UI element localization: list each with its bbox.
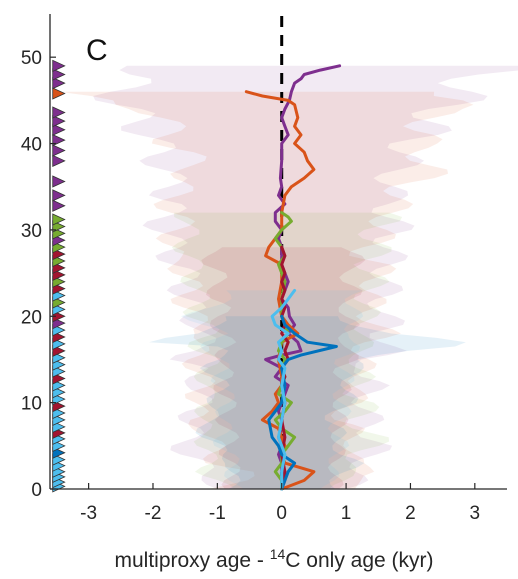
x-tick-label: 0 [276,503,287,524]
x-axis-label-suffix: C only age (kyr) [285,549,433,572]
age-control-marker [52,76,66,90]
series-line [267,314,338,491]
age-control-marker [52,123,66,136]
series-line [280,245,290,491]
age-control-marker [52,114,66,128]
y-tick-label: 40 [21,135,42,156]
y-tick-label: 20 [21,307,42,328]
age-control-marker [52,106,66,119]
uncertainty-bands [58,65,518,489]
age-control-marker [52,133,66,147]
x-tick-label: -1 [209,503,226,524]
y-tick-label: 50 [21,48,42,69]
age-control-marker [52,154,66,167]
x-axis-label: multiproxy age - 14C only age (kyr) [114,546,433,572]
x-axis-label-prefix: multiproxy age - [114,549,269,572]
y-tick-label: 10 [21,394,42,415]
uncertainty-band [58,91,474,489]
x-tick-label: 1 [341,503,352,524]
uncertainty-band [149,316,466,489]
x-tick-label: 2 [405,503,416,524]
y-tick-label: 0 [31,480,42,501]
age-control-marker [52,68,66,81]
age-control-marker [52,59,66,72]
uncertainty-band [171,212,403,489]
uncertainty-band [180,290,364,489]
x-axis-label-superscript: 14 [270,546,286,562]
series-lines [244,64,342,491]
panel-label: C [86,34,108,67]
age-control-marker [52,144,66,157]
uncertainty-band [93,65,518,489]
age-control-marker [52,199,66,212]
y-tick-label: 30 [21,221,42,242]
age-control-marker [52,213,66,226]
series-line [270,288,297,491]
x-tick-label: -3 [80,503,97,524]
x-tick-label: 3 [470,503,481,524]
age-control-marker [52,87,66,100]
age-control-marker [52,175,66,188]
age-control-markers [52,59,66,493]
x-tick-label: -2 [145,503,162,524]
age-control-marker [52,189,66,202]
